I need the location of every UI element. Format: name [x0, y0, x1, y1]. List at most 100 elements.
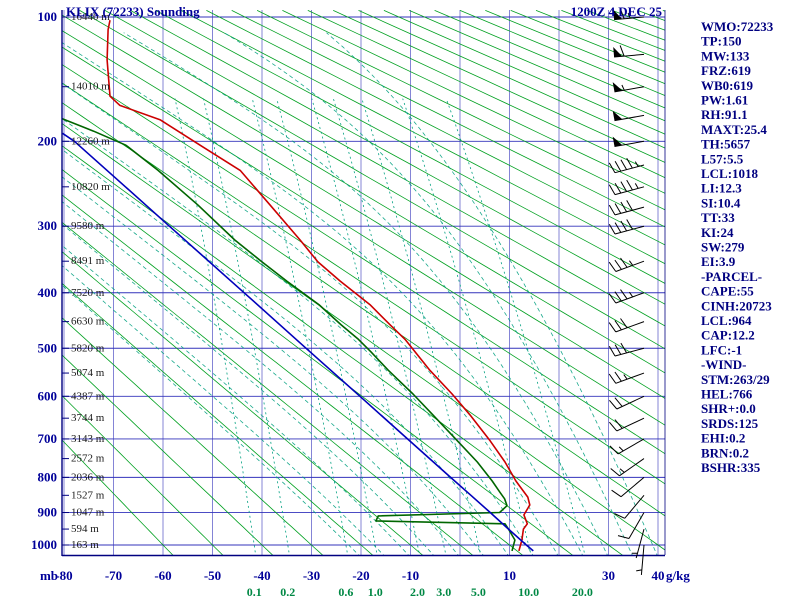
barb-staff: [614, 45, 645, 58]
wind-barb: [609, 438, 645, 455]
pressure-tick-label: 200: [38, 133, 58, 148]
dry-adiabat-line: [586, 10, 665, 41]
stats-line: -WIND-: [701, 357, 747, 372]
stats-line: LCL:964: [701, 313, 752, 328]
mixing-unit-label: g/kg: [666, 568, 690, 583]
wind-barb: [608, 257, 645, 272]
temp-tick-label: -40: [253, 568, 270, 583]
height-label: 6630 m: [71, 316, 105, 328]
barb-pennant: [613, 47, 623, 57]
temp-tick-label: -50: [204, 568, 221, 583]
moist-adiabat-line: [62, 42, 583, 555]
mixing-ratio-line: [361, 98, 482, 555]
mixing-ratio-line: [445, 98, 586, 555]
temp-tick-label: -20: [352, 568, 369, 583]
pressure-tick-label: 1000: [31, 537, 57, 552]
barb-staff: [614, 494, 645, 519]
height-label: 7520 m: [71, 287, 105, 299]
stats-line: LI:12.3: [701, 181, 742, 196]
height-label: 4387 m: [71, 390, 105, 402]
dry-adiabat-line: [62, 123, 665, 551]
height-label: 14010 m: [71, 81, 110, 93]
dry-adiabat-line: [561, 10, 665, 51]
height-label: 2036 m: [71, 471, 105, 483]
moist-adiabat-line: [62, 118, 534, 555]
mixing-ratio-label: 1.0: [368, 585, 383, 599]
wind-barb: [613, 45, 645, 58]
height-label: 2572 m: [71, 453, 105, 465]
pressure-tick-label: 900: [38, 505, 58, 520]
barb-staff: [608, 257, 645, 272]
mixing-ratio-line: [174, 98, 257, 555]
wind-barb: [608, 200, 645, 216]
wind-barb: [608, 219, 645, 235]
barb-staff: [608, 318, 645, 333]
dewpoint-curve: [62, 117, 516, 552]
grid-layer: [62, 10, 665, 555]
height-label: 5074 m: [71, 367, 105, 379]
barb-staff: [608, 219, 645, 235]
dry-adiabat-line: [104, 10, 665, 327]
temp-tick-label: -10: [402, 568, 419, 583]
wind-barb: [608, 289, 645, 304]
dry-adiabat-line: [62, 82, 665, 485]
labels-layer: 100 200 300 400 500 600 700 800 900 1000 16440 m 14…: [31, 9, 774, 599]
stats-line: SRDS:125: [701, 416, 759, 431]
dry-adiabat-line: [459, 10, 665, 97]
mixing-ratio-label: 2.0: [410, 585, 425, 599]
stats-line: SW:279: [701, 240, 745, 255]
temp-tick-label: -70: [105, 568, 122, 583]
barb-staff: [608, 371, 645, 384]
stats-line: LCL:1018: [701, 166, 759, 181]
barb-staff: [611, 476, 645, 498]
dry-adiabat-line: [510, 10, 665, 73]
wind-barb: [608, 371, 645, 384]
stats-line: SI:10.4: [701, 195, 741, 210]
wind-barb: [613, 7, 645, 21]
barb-staff: [609, 438, 645, 455]
wind-barb-column: [608, 7, 645, 575]
height-label: 9580 m: [71, 220, 105, 232]
dry-adiabat-line: [282, 10, 665, 194]
stats-line: PW:1.61: [701, 93, 748, 108]
wind-barb: [608, 342, 645, 357]
dry-adiabat-line: [62, 102, 665, 517]
dry-adiabat-line: [485, 10, 665, 85]
barb-staff: [617, 512, 645, 539]
pressure-tick-label: 300: [38, 218, 58, 233]
stats-line: CINH:20723: [701, 298, 772, 313]
height-label: 594 m: [71, 523, 99, 535]
moist-adiabat-line: [62, 284, 360, 555]
height-label: 5820 m: [71, 342, 105, 354]
mixing-ratio-label: 3.0: [436, 585, 451, 599]
dry-adiabat-line: [130, 10, 665, 305]
barb-pennant: [612, 136, 623, 147]
wind-barb: [609, 417, 645, 432]
moist-adiabat-line: [62, 223, 434, 555]
dry-adiabat-line: [79, 10, 665, 350]
stats-line: EHI:0.2: [701, 431, 745, 446]
stats-line: TT:33: [701, 210, 735, 225]
barb-staff: [610, 458, 645, 477]
dry-adiabat-line: [155, 10, 665, 284]
barb-staff: [614, 114, 645, 122]
dry-adiabat-line: [535, 10, 665, 62]
dry-adiabat-line: [62, 194, 523, 555]
height-label: 12260 m: [71, 135, 110, 147]
moist-adiabat-line: [62, 265, 385, 555]
stats-line: L57:5.5: [701, 151, 744, 166]
dry-adiabat-line: [206, 10, 665, 246]
stats-line: MW:133: [701, 48, 750, 63]
moist-adiabat-line: [326, 32, 658, 555]
wind-barb: [612, 110, 645, 122]
moist-adiabat-line: [62, 244, 409, 555]
barb-staff: [608, 200, 645, 216]
barb-pennant: [612, 110, 623, 121]
dry-adiabat-line: [62, 221, 474, 555]
stats-line: KI:24: [701, 225, 734, 240]
barb-staff: [609, 395, 645, 410]
stats-line: LFC:-1: [701, 342, 742, 357]
axes-layer: [61, 10, 666, 557]
dry-adiabat-line: [62, 169, 573, 555]
height-label: 10820 m: [71, 181, 110, 193]
